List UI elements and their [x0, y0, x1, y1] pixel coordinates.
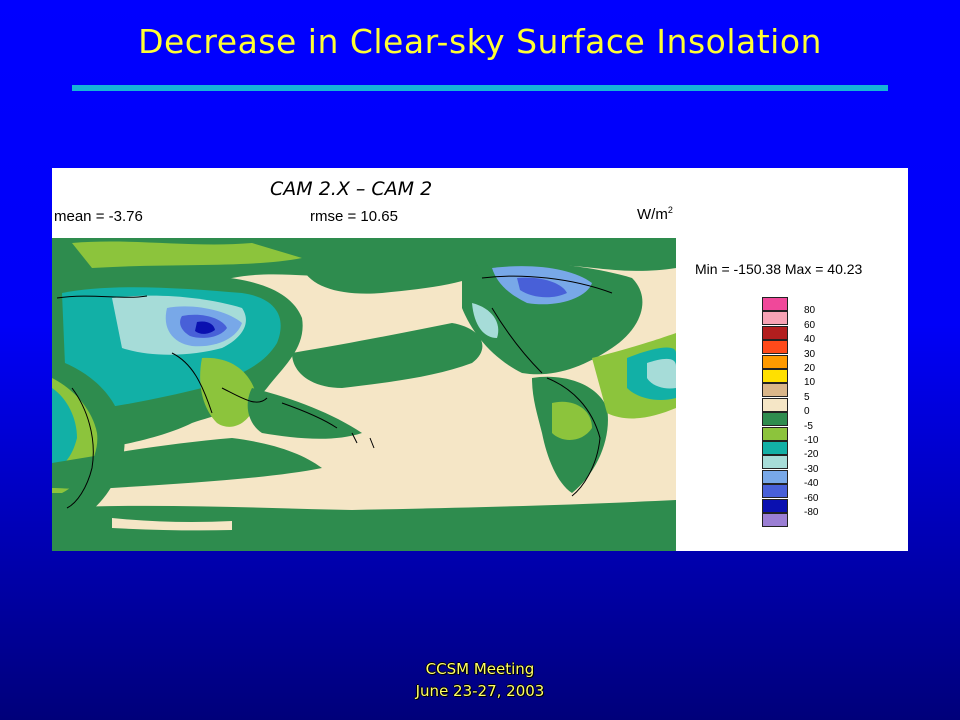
legend-label: -20 — [804, 449, 819, 461]
atlantic-light — [647, 358, 676, 389]
legend-swatch — [762, 354, 788, 369]
legend-swatch — [762, 340, 788, 355]
legend-label: -10 — [804, 435, 819, 446]
legend-swatch — [762, 325, 788, 340]
legend-label: 0 — [804, 406, 810, 418]
legend-label: -60 — [804, 492, 819, 504]
legend-swatch — [762, 441, 788, 455]
coastlines — [56, 275, 613, 509]
rmse-value: rmse = 10.65 — [310, 208, 398, 225]
legend-swatch — [762, 469, 788, 484]
north-pacific-band — [302, 262, 492, 294]
slide-title: Decrease in Clear-sky Surface Insolation — [138, 22, 822, 61]
tibet-max — [195, 321, 215, 334]
south-indian-band — [52, 438, 322, 489]
legend-label: 10 — [804, 377, 816, 389]
legend-swatch — [762, 484, 788, 499]
legend-label: -30 — [804, 463, 819, 475]
pacific-band — [292, 323, 483, 388]
legend-label: 30 — [804, 348, 816, 360]
amazon-lime — [552, 401, 592, 440]
mean-value: mean = -3.76 — [54, 208, 143, 225]
figure-panel: CAM 2.X – CAM 2 mean = -3.76 rmse = 10.6… — [52, 168, 908, 551]
legend-swatch — [762, 513, 788, 527]
arctic-light — [72, 241, 302, 268]
legend-label: -5 — [804, 420, 813, 432]
india-region — [200, 357, 257, 427]
footer-meeting: CCSM Meeting — [425, 660, 535, 678]
min-max-label: Min = -150.38 Max = 40.23 — [695, 261, 863, 277]
africa-teal — [52, 388, 77, 470]
hudson-core — [517, 277, 567, 298]
legend-swatch — [762, 426, 788, 441]
legend-label: 60 — [804, 319, 816, 331]
antarctica-band — [52, 533, 676, 551]
figure-caption: CAM 2.X – CAM 2 — [270, 178, 433, 200]
legend-swatch — [762, 498, 788, 513]
footer-dates: June 23-27, 2003 — [415, 682, 545, 700]
legend-swatch — [762, 383, 788, 398]
legend-swatch — [762, 412, 788, 427]
legend-label: -80 — [804, 507, 819, 518]
units-exponent: 2 — [667, 205, 673, 215]
title-underline — [72, 85, 888, 91]
legend-swatch — [762, 397, 788, 412]
difference-map — [52, 238, 676, 551]
legend-label: 20 — [804, 363, 816, 374]
legend-swatch — [762, 297, 788, 311]
legend-swatch — [762, 369, 788, 383]
rockies-teal — [472, 303, 499, 338]
legend-label: 40 — [804, 334, 816, 346]
north-america-region — [462, 262, 643, 375]
legend-swatch — [762, 311, 788, 326]
units-label: W/m2 — [637, 205, 673, 223]
legend-swatch — [762, 455, 788, 470]
legend-label: 80 — [804, 305, 816, 317]
units-base: W/m — [637, 206, 668, 223]
legend-label: 5 — [804, 391, 810, 403]
southern-patches — [112, 518, 232, 531]
legend-label: -40 — [804, 478, 819, 490]
